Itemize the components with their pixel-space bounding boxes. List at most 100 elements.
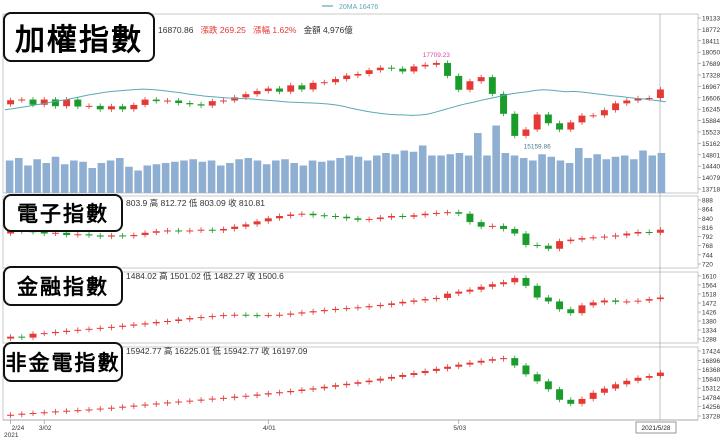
y-tick-label: 16606 [702,95,720,102]
candle [466,362,474,365]
candle [29,412,37,414]
candle [522,365,530,375]
candle [96,105,104,110]
candle [231,226,239,229]
y-tick-label: 13728 [702,414,720,421]
ma-line [4,88,667,116]
candle [253,315,261,317]
y-tick-label: 13718 [702,187,720,194]
volume-bar [391,154,399,193]
candle [567,399,575,404]
candle [7,336,15,339]
candle [264,315,272,317]
candle [354,307,362,309]
candle [488,225,496,227]
volume-bar [648,155,657,193]
candle [152,231,160,233]
volume-bar [24,165,32,193]
candle [29,99,37,105]
candle [567,122,575,130]
candle [186,230,194,232]
volume-bar [189,159,197,193]
candle [556,241,564,249]
volume-bar [60,164,69,193]
candle [410,300,418,302]
candle [309,213,317,216]
candle [119,325,127,327]
price-annotation: 17709.23 [423,52,450,59]
candle [51,411,59,413]
candle [96,235,104,237]
candle [623,380,631,385]
candle [242,314,250,316]
candle [130,104,138,110]
candle [276,216,283,219]
candle [432,368,440,371]
candle [500,282,508,285]
candle [444,366,452,369]
candle [175,100,183,104]
candle [421,64,429,67]
y-tick-label: 17328 [702,73,720,80]
y-tick-label: 16368 [702,367,720,374]
y-tick-label: 14784 [702,395,720,402]
candle [96,408,104,410]
candle [612,300,620,302]
volume-bar [584,158,592,193]
candle [130,405,138,407]
y-tick-label: 15312 [702,386,720,393]
candle [29,333,37,338]
candle [376,67,384,71]
volume-bar [317,161,326,193]
y-tick-label: 1518 [702,292,717,299]
candle [175,401,183,403]
candle [522,129,530,136]
candle [533,285,541,298]
volume-bar [171,161,179,193]
volume-bar [382,153,390,193]
candle [163,100,171,102]
candle [444,62,452,76]
finance-title: 金融指數 [3,266,123,306]
candle [51,232,59,234]
candle [388,67,395,69]
candle [421,299,429,301]
candle [533,114,541,130]
volume-bar [418,145,427,193]
candle [354,382,362,384]
candle [276,314,283,316]
volume-bar [593,154,601,193]
candle [208,398,216,400]
volume-bar [235,159,243,193]
candle [163,321,171,322]
volume-bar [547,156,556,193]
candle [466,81,474,90]
panel-frame [2,195,699,269]
y-tick-label: 1334 [702,328,717,335]
candle [197,399,205,401]
candle [242,94,250,98]
volume-bar [70,160,78,193]
candle [264,88,272,92]
y-tick-label: 1288 [702,337,717,344]
candle [119,406,127,408]
candle [253,221,261,225]
candle [130,324,138,326]
candle [399,68,407,72]
y-tick-label: 1564 [702,283,717,290]
candle [186,103,194,105]
volume-bar [262,164,271,193]
candle [287,390,295,393]
electronics-info: 803.9 高 812.72 低 803.09 收 810.81 [126,198,265,208]
candle [7,100,15,105]
volume-bar [226,163,234,193]
candle [85,328,93,330]
candle [119,106,127,110]
y-tick-label: 888 [702,198,713,205]
candle [219,315,227,317]
candle [556,389,564,400]
candle [63,99,71,107]
y-tick-label: 744 [702,252,713,259]
candle [152,403,160,405]
volume-bar [538,154,546,193]
